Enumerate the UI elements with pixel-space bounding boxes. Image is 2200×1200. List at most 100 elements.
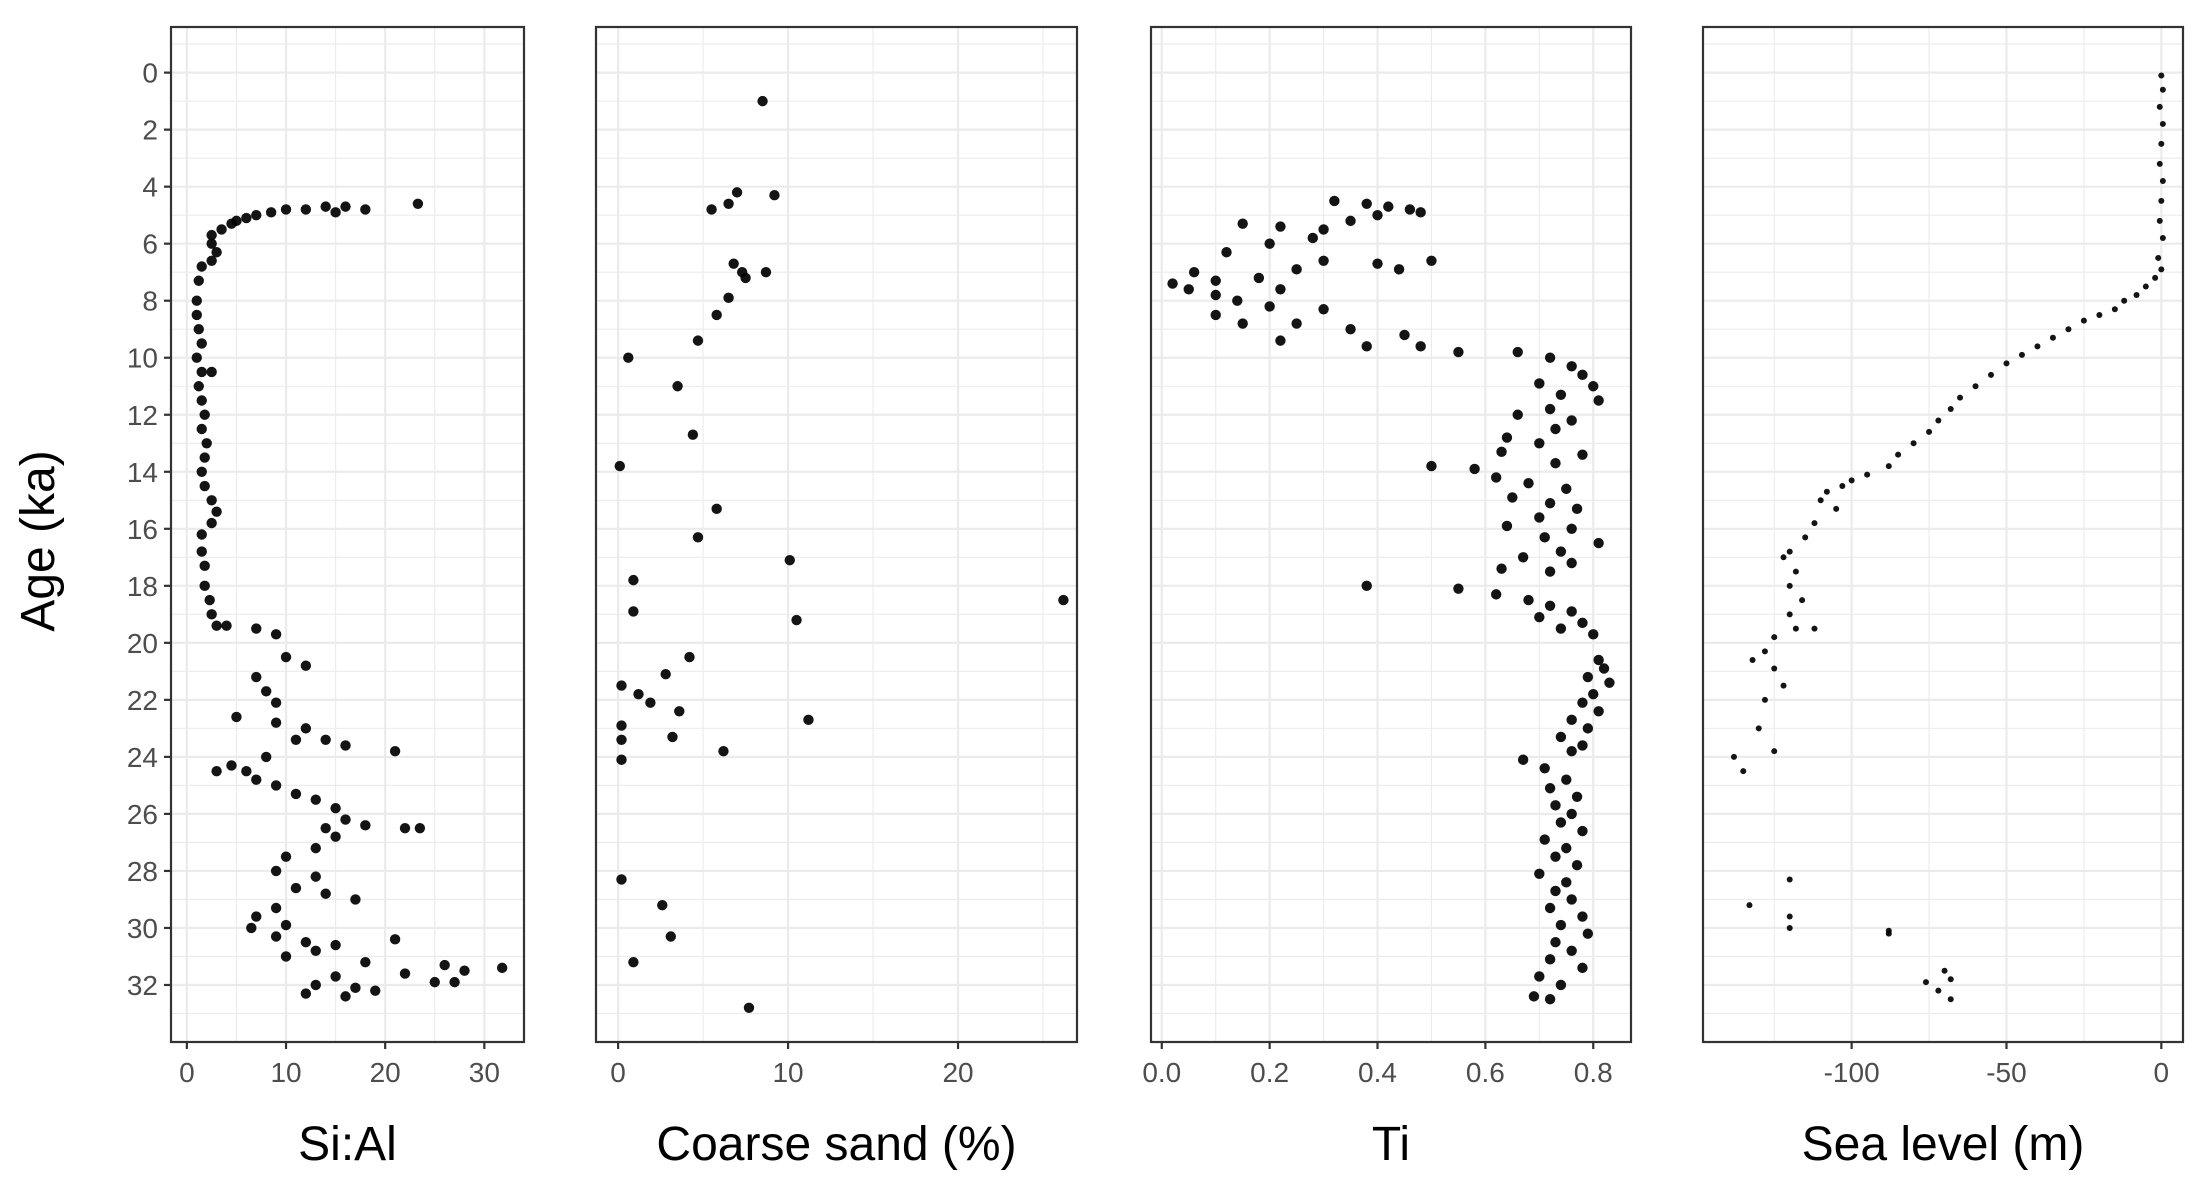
data-point [1786, 582, 1793, 589]
data-point [1566, 745, 1577, 757]
data-point [760, 266, 772, 278]
data-point [1588, 688, 1599, 700]
data-point [1895, 451, 1902, 458]
data-point [199, 480, 210, 492]
data-point [211, 765, 222, 777]
data-point [616, 754, 627, 765]
data-point [265, 207, 277, 218]
data-point [2080, 317, 2087, 324]
data-point [193, 324, 204, 335]
data-point [1566, 808, 1577, 820]
data-point [1507, 492, 1518, 503]
data-point [803, 714, 814, 726]
data-point [1566, 606, 1577, 617]
data-point [784, 554, 795, 566]
data-point [196, 395, 207, 406]
data-point [628, 606, 639, 617]
data-point [1372, 209, 1383, 221]
data-point [1577, 697, 1588, 708]
data-point [1885, 463, 1892, 470]
data-point [1593, 395, 1604, 406]
data-point [1555, 731, 1567, 743]
panel-points [1730, 72, 2166, 1003]
data-point [260, 686, 272, 697]
data-point [429, 976, 440, 988]
data-point [1566, 557, 1577, 569]
data-point [360, 956, 371, 968]
data-point [1577, 911, 1588, 922]
data-point [206, 229, 217, 241]
y-tick-label: 32 [127, 970, 158, 1001]
y-axis-title: Age (ka) [12, 450, 65, 631]
data-point [1566, 523, 1577, 534]
data-point [1534, 868, 1545, 879]
data-point [1210, 275, 1221, 286]
data-point [665, 931, 676, 942]
data-point [211, 620, 222, 631]
data-point [616, 680, 627, 691]
data-point [221, 620, 232, 631]
y-tick-label: 14 [127, 457, 158, 488]
data-point [310, 979, 321, 991]
data-point [1264, 301, 1275, 312]
data-point [330, 803, 341, 814]
data-point [1571, 791, 1583, 803]
data-point [1582, 928, 1594, 939]
data-point [1811, 625, 1818, 632]
y-tick-label: 26 [127, 799, 158, 830]
data-point [251, 671, 262, 683]
data-point [1058, 594, 1069, 606]
data-point [199, 409, 210, 420]
data-point [1799, 597, 1806, 604]
data-point [1577, 449, 1588, 460]
data-point [731, 187, 743, 198]
data-point [1561, 877, 1572, 888]
data-point [2018, 351, 2025, 358]
data-point [1517, 754, 1529, 765]
data-point [270, 931, 282, 942]
data-point [199, 580, 210, 592]
data-point [1833, 505, 1840, 512]
data-point [399, 822, 411, 834]
data-point [260, 751, 272, 763]
data-point [2158, 72, 2165, 79]
data-point [196, 466, 207, 477]
data-point [399, 968, 411, 979]
data-point [300, 988, 312, 999]
x-tick-label: -100 [1824, 1057, 1880, 1088]
panel-points [191, 198, 508, 1002]
x-tick-label: 0.2 [1250, 1057, 1289, 1088]
data-point [2152, 274, 2159, 281]
data-point [196, 546, 207, 557]
data-point [251, 774, 262, 785]
data-point [280, 851, 292, 862]
data-point [1210, 289, 1221, 301]
data-point [1550, 851, 1561, 862]
data-point [270, 629, 282, 640]
data-point [1922, 979, 1929, 986]
data-point [1544, 352, 1556, 363]
data-point [300, 660, 312, 671]
data-point [1528, 991, 1540, 1002]
data-point [340, 991, 351, 1002]
data-point [449, 976, 460, 988]
panel-border [1701, 25, 2185, 1044]
data-point [251, 209, 262, 221]
data-point [320, 822, 331, 834]
data-point [226, 760, 237, 771]
data-point [2158, 140, 2165, 147]
data-point [1544, 954, 1556, 965]
data-point [2158, 266, 2165, 273]
data-point [241, 212, 252, 224]
data-point [1792, 625, 1799, 632]
data-point [1188, 266, 1200, 278]
data-point [1802, 534, 1809, 541]
data-point [1275, 221, 1286, 232]
data-point [1550, 937, 1561, 948]
data-point [310, 945, 321, 956]
data-point [2133, 292, 2140, 299]
data-point [674, 706, 685, 717]
data-point [1864, 471, 1871, 478]
x-tick-label: 0.8 [1574, 1057, 1613, 1088]
